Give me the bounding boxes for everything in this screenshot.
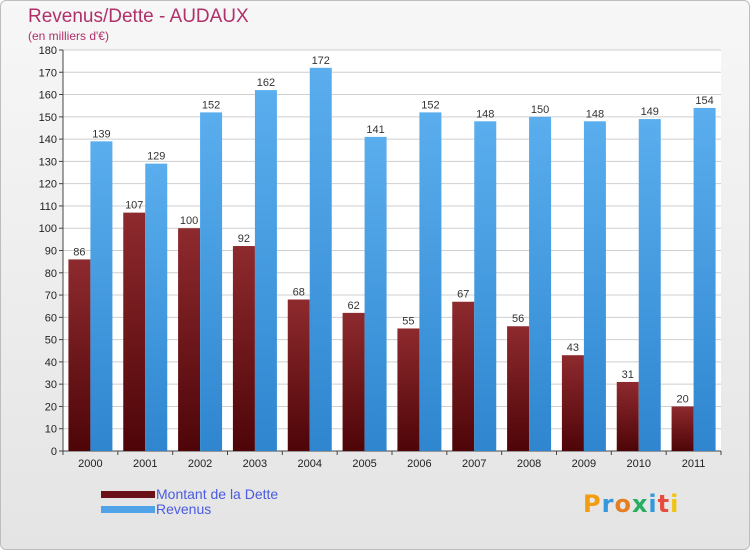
y-tick-label: 30 <box>45 379 57 391</box>
data-label-dette: 31 <box>622 369 634 381</box>
bar-revenus <box>529 116 552 451</box>
data-label-revenus: 148 <box>586 108 604 120</box>
data-label-dette: 67 <box>457 289 469 301</box>
data-label-revenus: 129 <box>147 151 165 163</box>
y-tick-label: 100 <box>39 223 57 235</box>
bar-dette <box>342 312 365 451</box>
bar-revenus <box>419 112 442 451</box>
data-label-revenus: 150 <box>531 104 549 116</box>
y-tick-label: 0 <box>51 446 57 458</box>
y-tick-label: 80 <box>45 268 57 280</box>
x-tick-label: 2005 <box>352 458 376 470</box>
x-tick-label: 2008 <box>517 458 541 470</box>
bar-dette <box>287 299 310 451</box>
y-tick-label: 180 <box>39 45 57 57</box>
bar-revenus <box>474 121 497 452</box>
bar-dette <box>561 355 584 451</box>
data-label-dette: 68 <box>293 287 305 299</box>
data-label-revenus: 141 <box>366 124 384 136</box>
data-label-dette: 55 <box>402 315 414 327</box>
bar-dette <box>178 228 201 451</box>
logo-letter: r <box>601 490 615 518</box>
y-tick-label: 90 <box>45 246 57 258</box>
bar-revenus <box>254 90 277 451</box>
logo-letter: x <box>631 490 649 518</box>
data-label-revenus: 139 <box>92 128 110 140</box>
data-label-dette: 86 <box>73 246 85 258</box>
bar-revenus <box>200 112 223 451</box>
x-tick-label: 2000 <box>78 458 102 470</box>
logo-letter: t <box>657 490 671 518</box>
bar-dette <box>616 381 639 451</box>
data-label-revenus: 152 <box>421 99 439 111</box>
x-tick-label: 2011 <box>682 458 706 470</box>
x-tick-label: 2006 <box>407 458 431 470</box>
x-tick-label: 2007 <box>462 458 486 470</box>
y-tick-label: 60 <box>45 312 57 324</box>
bar-dette <box>68 259 91 451</box>
y-tick-label: 170 <box>39 67 57 79</box>
logo-letter: o <box>614 490 632 518</box>
bar-dette <box>397 328 420 451</box>
y-tick-label: 140 <box>39 134 57 146</box>
y-tick-label: 130 <box>39 156 57 168</box>
y-tick-label: 150 <box>39 112 57 124</box>
y-tick-label: 40 <box>45 357 57 369</box>
y-tick-label: 10 <box>45 424 57 436</box>
data-label-dette: 92 <box>238 233 250 245</box>
data-label-dette: 20 <box>676 393 688 405</box>
chart-subtitle: (en milliers d'€) <box>28 29 109 43</box>
bar-dette <box>671 406 694 451</box>
data-label-dette: 62 <box>347 300 359 312</box>
bar-revenus <box>638 119 661 452</box>
data-label-revenus: 149 <box>641 106 659 118</box>
bar-revenus <box>90 141 113 452</box>
y-tick-label: 120 <box>39 179 57 191</box>
bar-revenus <box>583 121 606 452</box>
data-label-revenus: 152 <box>202 99 220 111</box>
bar-revenus <box>693 107 716 451</box>
bar-revenus <box>364 136 387 451</box>
bar-dette <box>232 246 255 451</box>
data-label-dette: 100 <box>180 215 198 227</box>
bar-dette <box>123 212 146 451</box>
bar-dette <box>452 301 475 451</box>
bar-revenus <box>145 163 168 451</box>
legend-label-dette: Montant de la Dette <box>156 486 279 502</box>
data-label-revenus: 154 <box>695 95 713 107</box>
data-label-revenus: 162 <box>257 77 275 89</box>
data-label-dette: 43 <box>567 342 579 354</box>
x-tick-label: 2001 <box>133 458 157 470</box>
y-tick-label: 20 <box>45 401 57 413</box>
data-label-dette: 56 <box>512 313 524 325</box>
proxiti-logo: Proxiti <box>583 490 679 518</box>
data-label-revenus: 148 <box>476 108 494 120</box>
logo-letter: i <box>670 490 680 518</box>
y-tick-label: 110 <box>39 201 57 213</box>
chart-title: Revenus/Dette - AUDAUX <box>28 6 249 27</box>
data-label-revenus: 172 <box>312 55 330 67</box>
legend-swatch-dette <box>101 491 155 498</box>
y-tick-label: 50 <box>45 335 57 347</box>
y-tick-label: 70 <box>45 290 57 302</box>
logo-letter: P <box>583 490 602 518</box>
legend-label-revenus: Revenus <box>156 501 212 517</box>
bar-revenus <box>309 67 332 452</box>
x-tick-label: 2009 <box>572 458 596 470</box>
legend-swatch-revenus <box>101 506 155 513</box>
x-tick-label: 2004 <box>298 458 322 470</box>
x-tick-label: 2002 <box>188 458 212 470</box>
logo-letter: i <box>648 490 658 518</box>
y-tick-label: 160 <box>39 90 57 102</box>
bar-dette <box>507 326 530 451</box>
data-label-dette: 107 <box>125 200 143 212</box>
x-tick-label: 2010 <box>627 458 651 470</box>
x-tick-label: 2003 <box>243 458 267 470</box>
